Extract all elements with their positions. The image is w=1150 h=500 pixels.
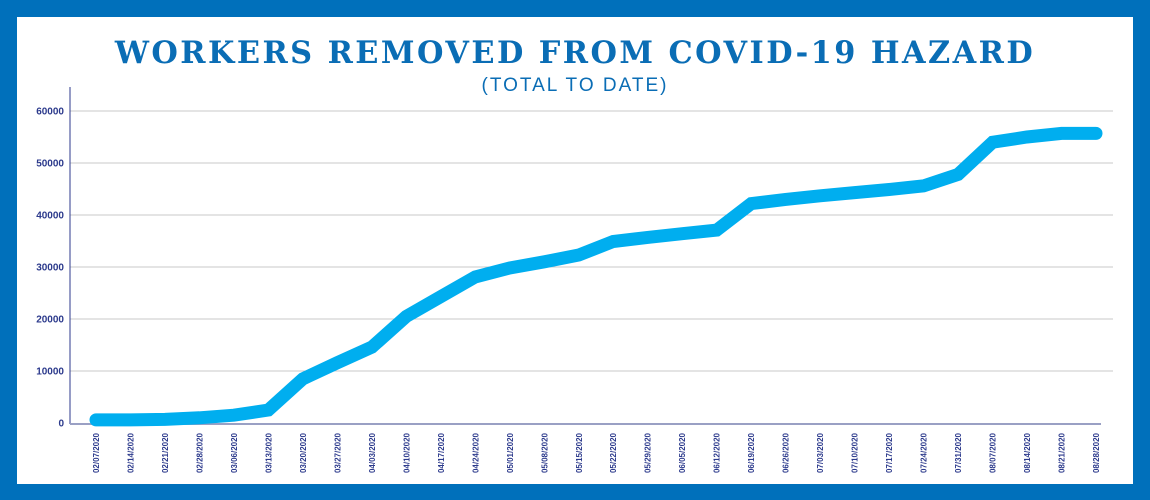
x-tick-label: 07/24/2020: [920, 432, 929, 473]
gridlines: [70, 110, 1113, 372]
x-tick-label: 06/19/2020: [747, 432, 756, 473]
y-axis: 0 10000 20000 30000 40000 50000 60000: [36, 87, 71, 430]
x-tick-label: 03/27/2020: [333, 432, 342, 473]
x-tick-label: 03/20/2020: [299, 432, 308, 473]
x-tick-label: 02/28/2020: [195, 432, 204, 473]
chart-title: WORKERS REMOVED FROM COVID-19 HAZARD: [114, 35, 1036, 71]
x-tick-label: 05/22/2020: [609, 432, 618, 473]
x-tick-label: 02/14/2020: [126, 432, 135, 473]
x-tick-label: 05/15/2020: [575, 432, 584, 473]
x-tick-label: 04/24/2020: [471, 432, 480, 473]
x-tick-label: 02/07/2020: [92, 432, 101, 473]
x-tick-label: 05/01/2020: [506, 432, 515, 473]
x-tick-label: 03/06/2020: [230, 432, 239, 473]
x-tick-label: 05/29/2020: [644, 432, 653, 473]
y-tick-label: 0: [58, 419, 64, 430]
x-tick-label: 03/13/2020: [264, 432, 273, 473]
x-tick-label: 04/03/2020: [368, 432, 377, 473]
x-tick-label: 06/12/2020: [713, 432, 722, 473]
y-tick-label: 60000: [36, 107, 64, 118]
y-tick-label: 50000: [36, 159, 64, 170]
y-tick-label: 20000: [36, 315, 64, 326]
x-tick-label: 02/21/2020: [161, 432, 170, 473]
x-tick-label: 08/14/2020: [1023, 432, 1032, 473]
x-tick-label: 07/03/2020: [816, 432, 825, 473]
x-tick-label: 06/26/2020: [782, 432, 791, 473]
x-tick-label: 06/05/2020: [678, 432, 687, 473]
x-tick-label: 05/08/2020: [540, 432, 549, 473]
y-tick-label: 10000: [36, 367, 64, 378]
x-axis: 02/07/2020 02/14/2020 02/21/2020 02/28/2020…: [70, 423, 1101, 473]
data-series: [89, 126, 1103, 427]
x-tick-label: 07/31/2020: [954, 432, 963, 473]
x-tick-label: 04/17/2020: [437, 432, 446, 473]
y-tick-label: 30000: [36, 263, 64, 274]
x-tick-label: 04/10/2020: [402, 432, 411, 473]
x-tick-label: 08/21/2020: [1058, 432, 1067, 473]
x-tick-label: 08/07/2020: [989, 432, 998, 473]
x-tick-label: 07/17/2020: [885, 432, 894, 473]
series-line: [89, 126, 1103, 427]
x-tick-label: 08/28/2020: [1092, 432, 1101, 473]
y-tick-label: 40000: [36, 211, 64, 222]
x-tick-label: 07/10/2020: [851, 432, 860, 473]
chart-subtitle: (TOTAL TO DATE): [481, 75, 669, 96]
